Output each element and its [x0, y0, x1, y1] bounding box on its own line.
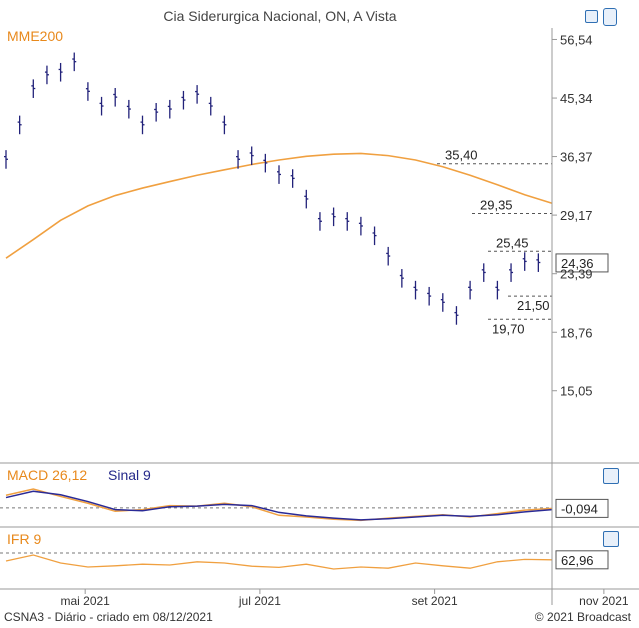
macd-tag-label: -0,094: [561, 501, 598, 516]
mme200-line: [5, 152, 553, 259]
ma-label: MME200: [7, 28, 64, 44]
footer-left: CSNA3 - Diário - criado em 08/12/2021: [4, 610, 213, 624]
ifr-tag-box: [555, 550, 609, 570]
ifr-chart: 62,96: [0, 550, 609, 570]
x-tick-label: set 2021: [412, 594, 458, 608]
level-label: 25,45: [496, 235, 529, 250]
y-tick-label: 45,34: [560, 91, 593, 106]
shield-icon: [585, 10, 598, 23]
price-chart: 35,40 29,35 25,45 21,50 19,70 24,36: [4, 52, 609, 336]
footer-right: © 2021 Broadcast: [534, 610, 631, 624]
x-tick-label: mai 2021: [60, 594, 110, 608]
ifr-tag-label: 62,96: [561, 553, 594, 568]
ifr-line: [5, 554, 553, 570]
macd-chart: -0,094: [0, 488, 609, 522]
level-label: 29,35: [480, 197, 513, 212]
macd-settings-icon[interactable]: [603, 468, 619, 484]
x-tick-label: nov 2021: [579, 594, 629, 608]
y-tick-label: 56,54: [560, 32, 593, 47]
ifr-label: IFR 9: [7, 531, 42, 547]
y-tick-label: 23,39: [560, 267, 593, 282]
price-tag-label: 24,36: [561, 256, 594, 271]
signal-line: [5, 490, 553, 521]
ifr-settings-icon[interactable]: [603, 531, 619, 547]
level-label: 19,70: [492, 321, 525, 336]
chart-title: Cia Siderurgica Nacional, ON, A Vista: [163, 8, 397, 24]
sort-icon[interactable]: [603, 8, 617, 26]
macd-tag-box: [555, 498, 609, 518]
y-tick-label: 36,37: [560, 150, 593, 165]
level-label: 21,50: [517, 298, 550, 313]
y-tick-label: 29,17: [560, 208, 593, 223]
axes: 56,54 45,34 36,37 29,17 23,39 18,76 15,05 mai 2…: [0, 28, 639, 608]
y-tick-label: 15,05: [560, 384, 593, 399]
price-tag-box: [555, 253, 609, 273]
signal-label: Sinal 9: [108, 467, 151, 483]
x-tick-label: jul 2021: [238, 594, 281, 608]
y-tick-label: 18,76: [560, 325, 593, 340]
level-label: 35,40: [445, 148, 478, 163]
macd-label: MACD 26,12: [7, 467, 88, 483]
